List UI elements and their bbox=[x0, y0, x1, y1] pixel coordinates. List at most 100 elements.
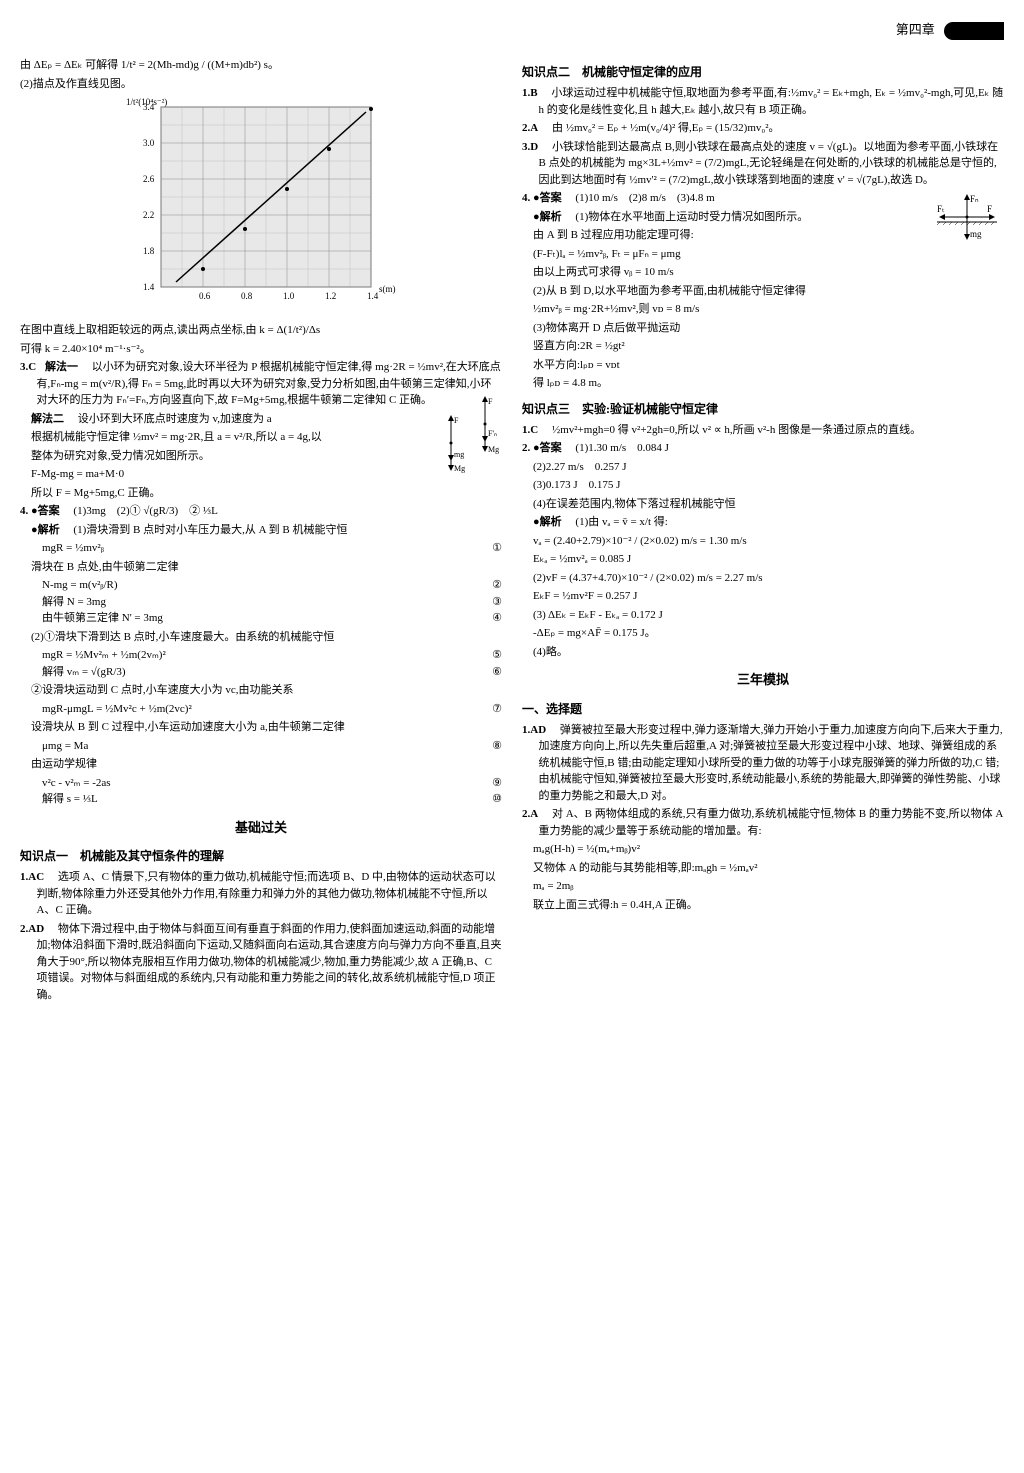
eq2-num: ② bbox=[492, 577, 502, 594]
kp3-q2-ans2: (2)2.27 m/s 0.257 J bbox=[522, 459, 1004, 476]
eq8-num: ⑧ bbox=[492, 738, 502, 755]
svg-text:Fₙ: Fₙ bbox=[970, 194, 979, 204]
q4-eq5: mgR = ½Mv²ₘ + ½m(2vₘ)² bbox=[42, 647, 166, 664]
q4-eq2: N-mg = m(v²ᵦ/R) bbox=[42, 577, 118, 594]
m2-eq4: 所以 F = Mg+5mg,C 正确。 bbox=[20, 485, 502, 502]
kp2-q4-ans-label: ●答案 bbox=[533, 192, 562, 204]
q4-exp2: 滑块在 B 点处,由牛顿第二定律 bbox=[20, 559, 502, 576]
svg-text:Mg: Mg bbox=[488, 445, 499, 454]
kp2-q4-exp6: ½mv²ᵦ = mg·2R+½mv²,则 vᴅ = 8 m/s bbox=[522, 301, 1004, 318]
q4-exp6: 解得 vₘ = √(gR/3) bbox=[42, 664, 126, 681]
q4-exp-label: ●解析 bbox=[31, 524, 60, 536]
svg-text:F'ₙ: F'ₙ bbox=[488, 429, 497, 438]
svg-text:1.8: 1.8 bbox=[143, 246, 155, 256]
kp3-q2-num: 2. bbox=[522, 442, 530, 454]
svg-text:1.0: 1.0 bbox=[283, 291, 295, 301]
sim-q2-eq4: 联立上面三式得:h = 0.4H,A 正确。 bbox=[522, 897, 1004, 914]
q4-num: 4. bbox=[20, 505, 28, 517]
eq1-num: ① bbox=[492, 540, 502, 557]
kp3-q2-exp8: (4)略。 bbox=[522, 644, 1004, 661]
kp3-q2-ans3: (3)0.173 J 0.175 J bbox=[522, 477, 1004, 494]
kp3-q1: 1.C ½mv²+mgh=0 得 v²+2gh=0,所以 v² ∝ h,所画 v… bbox=[522, 422, 1004, 439]
svg-text:1.4: 1.4 bbox=[367, 291, 379, 301]
kp3-q2-exp6: (3) ΔEₖ = EₖF - Eₖₐ = 0.172 J bbox=[522, 607, 1004, 624]
q4-eq8: μmg = Ma bbox=[42, 738, 88, 755]
kp2-q2-text: 由 ½mv₀² = Eₚ + ½m(v₀/4)² 得,Eₚ = (15/32)m… bbox=[552, 122, 780, 134]
svg-text:0.6: 0.6 bbox=[199, 291, 211, 301]
svg-text:2.6: 2.6 bbox=[143, 174, 155, 184]
kp2-q4-exp4: 由以上两式可求得 vᵦ = 10 m/s bbox=[522, 264, 1004, 281]
q4-eq7: mgR-μmgL = ½Mv²c + ½m(2vc)² bbox=[42, 701, 192, 718]
svg-text:3.0: 3.0 bbox=[143, 138, 155, 148]
kp2-q4-exp7: (3)物体离开 D 点后做平抛运动 bbox=[522, 320, 1004, 337]
sim-q2-num: 2.A bbox=[522, 808, 538, 820]
sim-sel-title: 一、选择题 bbox=[522, 700, 1004, 718]
section-sim-title: 三年模拟 bbox=[522, 670, 1004, 690]
kp2-q4: 4. ●答案 (1)10 m/s (2)8 m/s (3)4.8 m Fₙ F … bbox=[522, 190, 1004, 207]
line-chart: 0.60.8 1.01.2 1.4s(m) 1.41.8 2.22.6 3.03… bbox=[121, 97, 401, 317]
kp3-q2-ans4: (4)在误差范围内,物体下落过程机械能守恒 bbox=[522, 496, 1004, 513]
kp3-q1-num: 1.C bbox=[522, 424, 538, 436]
kp2-q4-exp5: (2)从 B 到 D,以水平地面为参考平面,由机械能守恒定律得 bbox=[522, 283, 1004, 300]
step2-text: (2)描点及作直线见图。 bbox=[20, 76, 502, 93]
sim-q1: 1.AD 弹簧被拉至最大形变过程中,弹力逐渐增大,弹力开始小于重力,加速度方向向… bbox=[522, 722, 1004, 805]
section-basic-title: 基础过关 bbox=[20, 818, 502, 838]
m2-eq1: 根据机械能守恒定律 ½mv² = mg·2R,且 a = v²/R,所以 a =… bbox=[20, 429, 502, 446]
svg-text:F: F bbox=[454, 416, 459, 425]
kp2-q3-num: 3.D bbox=[522, 141, 538, 153]
force-diagram-1: F F'ₙ Mg bbox=[470, 394, 500, 454]
left-column: 由 ΔEₚ = ΔEₖ 可解得 1/t² = 2(Mh-md)g / ((M+m… bbox=[20, 55, 502, 1005]
sim-q1-text: 弹簧被拉至最大形变过程中,弹力逐渐增大,弹力开始小于重力,加速度方向向下,后来大… bbox=[539, 724, 1003, 802]
kp2-q4-exp10: 得 lₚᴅ = 4.8 m。 bbox=[522, 375, 1004, 392]
q4-exp7: ②设滑块运动到 C 点时,小车速度大小为 vc,由功能关系 bbox=[20, 682, 502, 699]
sim-q2-eq3: mₐ = 2mᵦ bbox=[522, 878, 1004, 895]
kp2-title: 知识点二 机械能守恒定律的应用 bbox=[522, 63, 1004, 81]
kp3-q2-exp3: Eₖₐ = ½mv²ₐ = 0.085 J bbox=[522, 551, 1004, 568]
kp3-q2-ans-label: ●答案 bbox=[533, 442, 562, 454]
kp1-q1-num: 1.AC bbox=[20, 871, 44, 883]
method1-text: 以小环为研究对象,设大环半径为 P 根据机械能守恒定律,得 mg·2R = ½m… bbox=[37, 361, 501, 406]
sim-q2-eq2: 又物体 A 的动能与其势能相等,即:mₐgh = ½mₐv² bbox=[522, 860, 1004, 877]
q4-ans-label: ●答案 bbox=[31, 505, 60, 517]
eq10-num: ⑩ bbox=[492, 791, 502, 808]
q3-num: 3.C bbox=[20, 361, 36, 373]
q4-ans: (1)3mg (2)① √(gR/3) ② ⅓L bbox=[73, 505, 217, 517]
kp3-q1-text: ½mv²+mgh=0 得 v²+2gh=0,所以 v² ∝ h,所画 v²-h … bbox=[552, 424, 921, 436]
chapter-label: 第四章 bbox=[896, 22, 935, 37]
intro-text: 由 ΔEₚ = ΔEₖ 可解得 1/t² = 2(Mh-md)g / ((M+m… bbox=[20, 57, 502, 74]
kp2-q1-text: 小球运动过程中机械能守恒,取地面为参考平面,有:½mv₀² = Eₖ+mgh, … bbox=[539, 87, 1004, 116]
m2-eq3: F-Mg-mg = ma+M·0 bbox=[20, 466, 502, 483]
svg-text:mg: mg bbox=[454, 450, 464, 459]
q4-exp5: (2)①滑块下滑到达 B 点时,小车速度最大。由系统的机械能守恒 bbox=[20, 629, 502, 646]
force-diagram-2: F mg Mg bbox=[436, 413, 466, 473]
q4-eq1: mgR = ½mv²ᵦ bbox=[42, 540, 104, 557]
kp1-q2-text: 物体下滑过程中,由于物体与斜面互间有垂直于斜面的作用力,使斜面加速运动,斜面的动… bbox=[37, 923, 502, 1001]
chart-caption: 在图中直线上取相距较远的两点,读出两点坐标,由 k = Δ(1/t²)/Δs bbox=[20, 322, 502, 339]
svg-text:s(m): s(m) bbox=[379, 284, 396, 294]
method1-label: 解法一 bbox=[45, 361, 78, 373]
kp3-q2-exp7: -ΔEₚ = mg×AF̄ = 0.175 J。 bbox=[522, 625, 1004, 642]
kp1-q1: 1.AC 选项 A、C 情景下,只有物体的重力做功,机械能守恒;而选项 B、D … bbox=[20, 869, 502, 919]
kp3-q2-exp2: vₐ = (2.40+2.79)×10⁻² / (2×0.02) m/s = 1… bbox=[522, 533, 1004, 550]
eq4-num: ④ bbox=[492, 610, 502, 627]
q4-eq9: v²c - v²ₘ = -2as bbox=[42, 775, 111, 792]
kp2-q1: 1.B 小球运动过程中机械能守恒,取地面为参考平面,有:½mv₀² = Eₖ+m… bbox=[522, 85, 1004, 118]
svg-text:mg: mg bbox=[970, 229, 982, 239]
q4-exp9: 由运动学规律 bbox=[20, 756, 502, 773]
q4-item: 4. ●答案 (1)3mg (2)① √(gR/3) ② ⅓L bbox=[20, 503, 502, 520]
kp2-q2-num: 2.A bbox=[522, 122, 538, 134]
q3-item: 3.C 解法一 以小环为研究对象,设大环半径为 P 根据机械能守恒定律,得 mg… bbox=[20, 359, 502, 409]
force-diagram-3: Fₙ F Fₜ mg bbox=[932, 192, 1002, 242]
kp3-q2-exp4: (2)vF = (4.37+4.70)×10⁻² / (2×0.02) m/s … bbox=[522, 570, 1004, 587]
sim-q1-num: 1.AD bbox=[522, 724, 546, 736]
svg-text:F: F bbox=[987, 204, 992, 214]
kp3-q2-exp5: EₖF = ½mv²F = 0.257 J bbox=[522, 588, 1004, 605]
kp1-q2: 2.AD 物体下滑过程中,由于物体与斜面互间有垂直于斜面的作用力,使斜面加速运动… bbox=[20, 921, 502, 1004]
svg-text:F: F bbox=[488, 397, 493, 406]
kp2-q4-exp3: (F-Fₜ)lₐ = ½mv²ᵦ, Fₜ = μFₙ = μmg bbox=[522, 246, 1004, 263]
kp1-q2-num: 2.AD bbox=[20, 923, 44, 935]
kp3-q2-exp-label: ●解析 bbox=[533, 516, 562, 528]
kp3-title: 知识点三 实验:验证机械能守恒定律 bbox=[522, 400, 1004, 418]
kp2-q4-exp-label: ●解析 bbox=[533, 211, 562, 223]
kp3-q2-exp1: (1)由 vₐ = v̄ = x/t 得: bbox=[575, 516, 667, 528]
